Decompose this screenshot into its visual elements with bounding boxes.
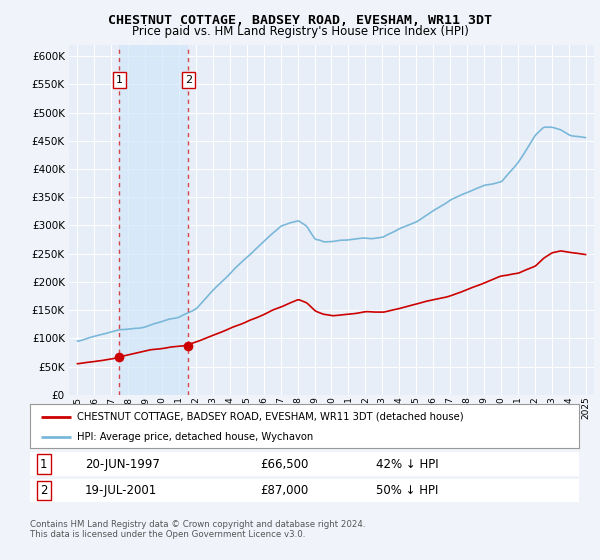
Bar [119, 45, 188, 395]
Text: 42% ↓ HPI: 42% ↓ HPI [376, 458, 439, 471]
Text: £87,000: £87,000 [260, 484, 309, 497]
Text: 2: 2 [40, 484, 47, 497]
Text: 1: 1 [116, 75, 123, 85]
Text: 1: 1 [40, 458, 47, 471]
Text: Contains HM Land Registry data © Crown copyright and database right 2024.
This d: Contains HM Land Registry data © Crown c… [30, 520, 365, 539]
Text: 50% ↓ HPI: 50% ↓ HPI [376, 484, 438, 497]
Text: 19-JUL-2001: 19-JUL-2001 [85, 484, 157, 497]
Text: 20-JUN-1997: 20-JUN-1997 [85, 458, 160, 471]
Text: £66,500: £66,500 [260, 458, 309, 471]
Text: Price paid vs. HM Land Registry's House Price Index (HPI): Price paid vs. HM Land Registry's House … [131, 25, 469, 38]
Text: CHESTNUT COTTAGE, BADSEY ROAD, EVESHAM, WR11 3DT (detached house): CHESTNUT COTTAGE, BADSEY ROAD, EVESHAM, … [77, 412, 463, 422]
Text: HPI: Average price, detached house, Wychavon: HPI: Average price, detached house, Wych… [77, 432, 313, 442]
Text: CHESTNUT COTTAGE, BADSEY ROAD, EVESHAM, WR11 3DT: CHESTNUT COTTAGE, BADSEY ROAD, EVESHAM, … [108, 14, 492, 27]
Text: 2: 2 [185, 75, 192, 85]
